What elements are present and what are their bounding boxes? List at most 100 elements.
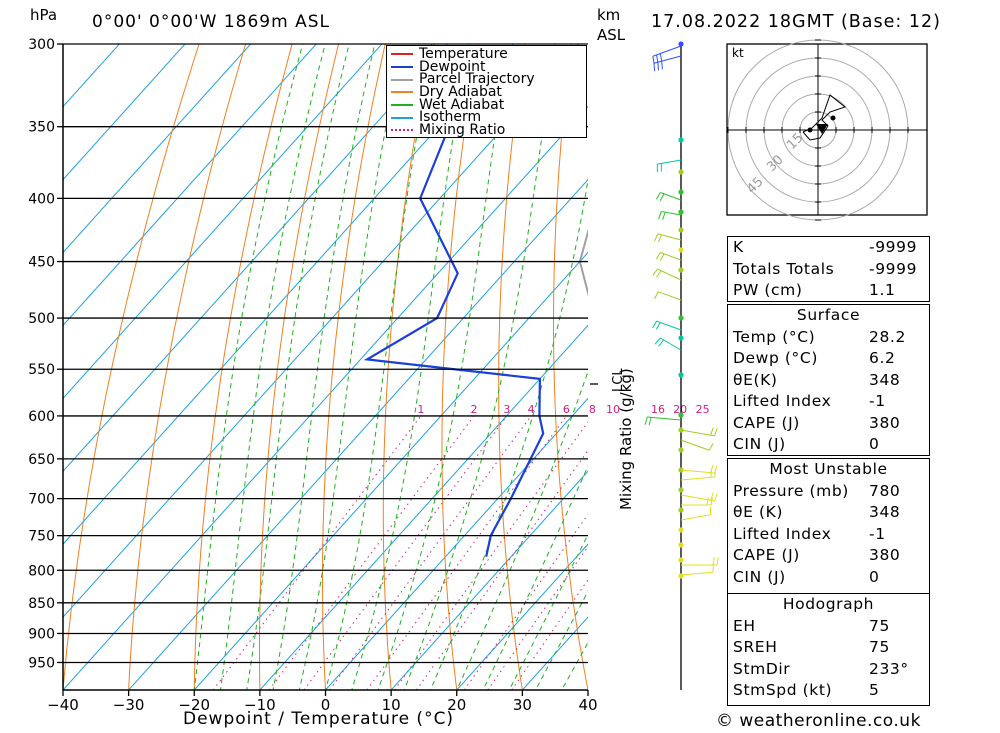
most-unstable-label: Pressure (mb) (733, 481, 849, 500)
indices-row: PW (cm) 1.1 (728, 280, 929, 302)
mixing-ratio-line (366, 415, 567, 690)
hodograph-trace (802, 94, 847, 141)
legend-label: Mixing Ratio (419, 122, 506, 139)
wind-level-dot (678, 557, 684, 563)
most-unstable-value: 348 (869, 503, 901, 521)
wind-level-dot (678, 169, 684, 175)
surface-value: 6.2 (869, 349, 896, 367)
wind-barb-feather (714, 469, 717, 478)
hodograph-box-row: StmDir 233° (728, 659, 929, 681)
most-unstable-label: Lifted Index (733, 524, 832, 543)
legend-item: Dewpoint (387, 60, 586, 74)
hodograph-panel: Hodograph EH 75 SREH 75 StmDir 233° StmSpd (kt… (727, 593, 930, 706)
wind-barb (657, 268, 682, 281)
hodograph-box-row: EH 75 (728, 616, 929, 638)
legend-item: Parcel Trajectory (387, 73, 586, 86)
isotherm-line (63, 105, 588, 690)
legend-item: Isotherm (387, 111, 586, 124)
most-unstable-row: CIN (J) 0 (728, 567, 929, 589)
legend-swatch (391, 91, 413, 94)
hodograph-box-value: 5 (869, 681, 880, 699)
mixing-ratio-label: 4 (528, 403, 535, 416)
x-tick-label: 0 (321, 696, 331, 714)
wet-adiabat-line (219, 44, 326, 690)
wind-level-dot (678, 507, 684, 513)
wind-barb-feather (716, 557, 719, 566)
wind-barb (680, 476, 715, 481)
wind-barb-feather (652, 268, 658, 276)
surface-value: 0 (869, 435, 880, 453)
hodograph-box-label: StmSpd (kt) (733, 681, 833, 699)
indices-value: -9999 (869, 238, 918, 256)
surface-row: θE(K) 348 (728, 370, 929, 392)
surface-value: 380 (869, 413, 901, 432)
x-axis-title: Dewpoint / Temperature (°C) (183, 709, 455, 729)
isotherm-line (63, 44, 383, 400)
legend-swatch (391, 66, 413, 69)
legend-label: Dry Adiabat (419, 84, 502, 101)
wet-adiabat-line (193, 44, 304, 690)
most-unstable-panel: Most Unstable Pressure (mb) 780 θE (K) 348 L… (727, 458, 930, 594)
isotherm-line (63, 44, 186, 181)
wind-barb-feather (714, 428, 718, 437)
most-unstable-value: 780 (869, 481, 901, 500)
indices-value: 1.1 (869, 281, 896, 299)
legend-item: Dry Adiabat (387, 84, 586, 101)
wind-barb-feather (659, 253, 665, 262)
wind-level-dot (678, 227, 684, 233)
isotherm-line (456, 543, 588, 690)
wind-barb-feather (654, 337, 661, 345)
indices-row: Totals Totals -9999 (728, 259, 929, 281)
x-tick-label: −40 (47, 696, 79, 714)
isotherm-line (390, 470, 588, 690)
wind-barb-feather (712, 557, 715, 566)
wind-level-dot (678, 372, 684, 378)
wind-level-dot (678, 41, 684, 47)
wind-barb-feather (710, 497, 713, 506)
wind-barb-feather (653, 63, 656, 72)
hodograph-box-label: SREH (733, 638, 778, 656)
wind-barb (647, 416, 682, 421)
wind-level-dot (678, 487, 684, 493)
indices-panel: K -9999 Totals Totals -9999 PW (cm) 1.1 (727, 236, 930, 302)
surface-value: 28.2 (869, 327, 906, 346)
wet-adiabat-line (351, 44, 470, 690)
surface-label: θE(K) (733, 370, 778, 389)
surface-label: CAPE (J) (733, 413, 800, 432)
wind-level-dot (678, 315, 684, 321)
isotherm-line (63, 44, 317, 327)
x-tick-label: −20 (178, 696, 210, 714)
dry-adiabat-line (983, 0, 1000, 716)
surface-label: Lifted Index (733, 392, 832, 410)
wind-barb-feather (659, 53, 663, 62)
wind-barb (680, 429, 715, 437)
copyright[interactable]: © weatheronline.co.uk (716, 711, 921, 731)
dry-adiabat-line (193, 44, 293, 690)
pressure-tick-label: 800 (28, 563, 55, 579)
surface-value: -1 (869, 392, 886, 410)
pressure-tick-label: 750 (28, 529, 55, 545)
surface-row: CIN (J) 0 (728, 434, 929, 456)
wet-adiabat-line (561, 641, 588, 690)
pressure-tick-label: 650 (28, 452, 55, 468)
most-unstable-row: Lifted Index -1 (728, 524, 929, 546)
wind-barb (658, 291, 682, 301)
surface-row: Lifted Index -1 (728, 391, 929, 413)
mixing-ratio-label: 8 (589, 403, 596, 416)
surface-value: 348 (869, 370, 901, 389)
mixing-ratio-line (329, 415, 532, 690)
legend-label: Temperature (419, 46, 508, 63)
storm-motion-marker (816, 124, 828, 134)
most-unstable-label: θE (K) (733, 503, 784, 521)
x-tick-label: −30 (113, 696, 145, 714)
wind-barb-feather (712, 564, 715, 573)
indices-label: Totals Totals (733, 259, 835, 278)
wind-barb-feather (658, 211, 662, 220)
wind-barb-feather (659, 193, 665, 202)
km-label: km (597, 6, 621, 24)
isotherm-line (259, 324, 588, 690)
legend-swatch (391, 129, 413, 132)
wind-barb (680, 514, 711, 521)
mixing-ratio-label: 2 (471, 403, 478, 416)
